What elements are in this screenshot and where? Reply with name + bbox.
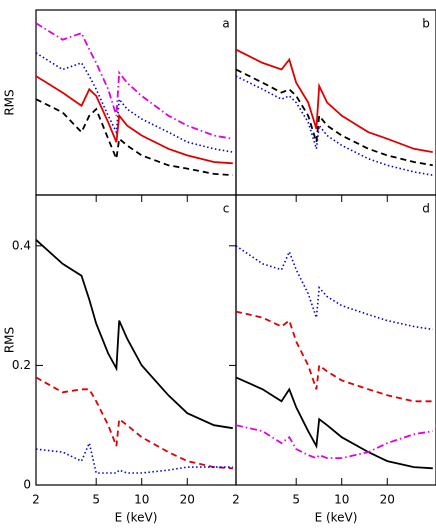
panel-label: b — [422, 17, 430, 31]
data-line — [36, 239, 233, 430]
x-tick-label: 5 — [292, 493, 300, 507]
x-tick-label: 20 — [180, 493, 195, 507]
data-line — [36, 98, 233, 177]
x-tick-label: 2 — [232, 493, 240, 507]
panel-label: a — [222, 17, 229, 31]
data-line — [236, 68, 433, 167]
data-line — [36, 75, 233, 165]
data-line — [36, 376, 233, 470]
data-line — [236, 48, 433, 153]
y-tick-label: 0 — [23, 478, 31, 492]
x-axis-label: E (keV) — [115, 511, 158, 525]
data-line — [236, 310, 433, 403]
data-line — [36, 52, 233, 153]
panel-label: c — [223, 202, 230, 216]
data-line — [236, 424, 433, 460]
y-tick-label: 0.2 — [12, 358, 31, 372]
x-tick-label: 10 — [334, 493, 349, 507]
data-line — [36, 22, 233, 140]
panel-label: d — [422, 202, 430, 216]
y-axis-label: RMS — [3, 89, 17, 115]
panel-frame — [235, 194, 436, 486]
data-line — [236, 376, 433, 470]
panel-frame — [235, 9, 436, 196]
data-line — [36, 440, 233, 474]
y-axis-label: RMS — [3, 327, 17, 353]
x-tick-label: 2 — [32, 493, 40, 507]
x-tick-label: 5 — [92, 493, 100, 507]
x-axis-label: E (keV) — [315, 511, 358, 525]
x-tick-label: 20 — [380, 493, 395, 507]
data-line — [236, 75, 433, 176]
panel-frame — [35, 194, 237, 486]
x-tick-label: 10 — [134, 493, 149, 507]
y-tick-label: 0.4 — [12, 238, 31, 252]
data-line — [236, 245, 433, 331]
